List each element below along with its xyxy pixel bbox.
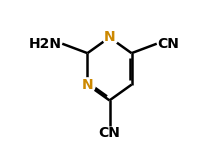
Text: CN: CN	[157, 37, 179, 51]
Text: N: N	[82, 78, 93, 92]
Text: CN: CN	[99, 126, 120, 140]
Text: N: N	[104, 30, 115, 44]
Text: H2N: H2N	[28, 37, 62, 51]
